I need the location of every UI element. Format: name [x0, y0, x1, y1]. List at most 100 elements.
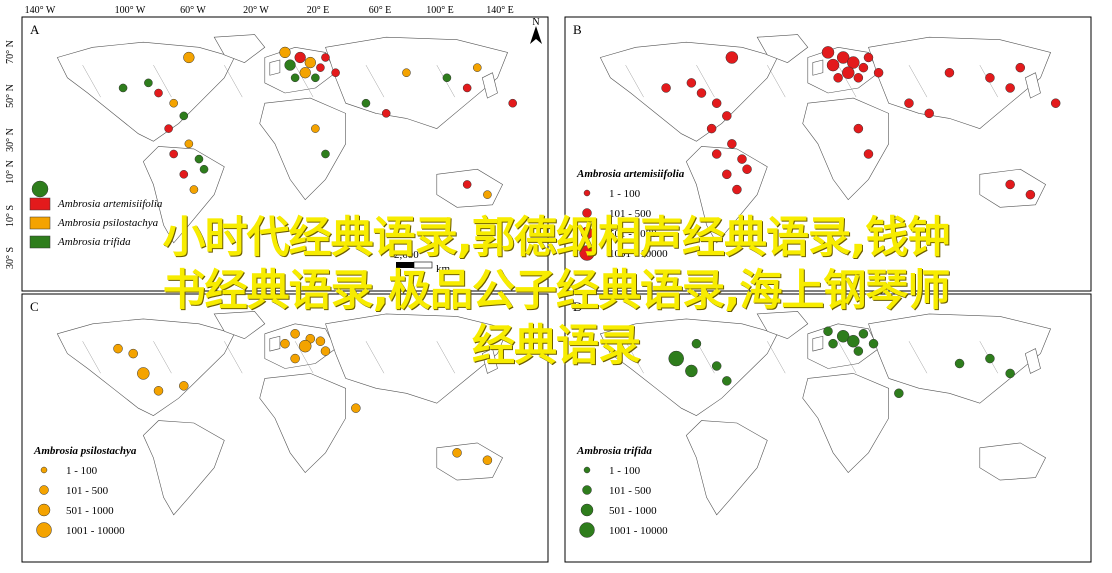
- occurrence-point: [706, 123, 717, 134]
- occurrence-point: [183, 51, 195, 64]
- country-border: [696, 65, 715, 98]
- country-border: [837, 65, 857, 98]
- longitude-label: 100° E: [426, 5, 454, 16]
- occurrence-point: [711, 149, 722, 159]
- occurrence-point: [821, 46, 835, 59]
- legend-title: Ambrosia artemisiifolia: [576, 168, 685, 180]
- occurrence-point: [873, 67, 884, 78]
- occurrence-point: [462, 83, 472, 93]
- occurrence-point: [311, 73, 320, 83]
- country-border: [224, 341, 243, 374]
- legend-class-label: 501 - 1000: [609, 505, 657, 517]
- occurrence-point: [836, 51, 850, 64]
- landmass-africa: [802, 97, 890, 201]
- country-border: [625, 341, 644, 374]
- legend-symbol: [583, 466, 591, 474]
- country-border: [294, 341, 314, 374]
- occurrence-point: [331, 68, 340, 78]
- occurrence-point: [462, 180, 472, 189]
- legend-symbol: [39, 485, 49, 495]
- landmass-asia: [868, 313, 1052, 404]
- occurrence-point: [179, 111, 189, 121]
- occurrence-point: [985, 73, 995, 83]
- occurrence-point: [1025, 189, 1036, 200]
- landmass-greenland: [756, 34, 809, 63]
- legend-class-label: 501 - 1000: [609, 228, 657, 240]
- legend-symbol: [582, 485, 592, 495]
- occurrence-point: [847, 334, 860, 348]
- longitude-label: 60° W: [180, 5, 206, 16]
- occurrence-point: [304, 56, 316, 69]
- landmass-asia: [325, 313, 509, 404]
- occurrence-point: [685, 364, 698, 378]
- occurrence-point: [321, 149, 330, 159]
- latitude-label: 10° S: [5, 205, 16, 227]
- occurrence-point: [179, 381, 189, 391]
- occurrence-point: [1050, 98, 1061, 108]
- country-border: [365, 341, 385, 374]
- landmass-africa: [802, 373, 890, 474]
- country-border: [365, 65, 385, 98]
- longitude-label: 20° E: [307, 5, 330, 16]
- map-panel-c: C Ambrosia psilostachya 1 - 100 101 - 500 50…: [21, 293, 549, 563]
- occurrence-point: [194, 154, 204, 164]
- country-border: [767, 341, 786, 374]
- landmass-northAmerica: [56, 318, 235, 416]
- legend-symbol: [37, 503, 51, 517]
- occurrence-point: [858, 62, 869, 73]
- country-border: [436, 341, 455, 374]
- occurrence-point: [351, 403, 361, 413]
- north-arrow: N: [530, 17, 542, 44]
- legend-symbol: [580, 226, 594, 240]
- occurrence-point: [954, 358, 965, 369]
- panel-label-d: D: [573, 299, 582, 314]
- occurrence-point: [508, 98, 518, 108]
- occurrence-point: [985, 353, 995, 364]
- landmass-japan: [1024, 348, 1041, 374]
- species-swatch: [29, 216, 51, 230]
- country-border: [82, 65, 101, 98]
- occurrence-point: [826, 58, 840, 72]
- occurrence-point: [711, 361, 722, 371]
- legend-class-label: 1 - 100: [609, 188, 641, 200]
- landmass-japan: [481, 348, 498, 374]
- landmass-northAmerica: [56, 41, 235, 142]
- occurrence-point: [686, 78, 697, 88]
- occurrence-point: [847, 56, 860, 69]
- occurrence-point: [321, 53, 330, 62]
- landmass-uk: [812, 59, 824, 76]
- occurrence-point: [668, 350, 684, 367]
- longitude-label: 140° W: [25, 5, 56, 16]
- occurrence-point: [944, 67, 955, 78]
- occurrence-point: [361, 98, 371, 108]
- occurrence-point: [472, 63, 482, 72]
- occurrence-point: [169, 98, 178, 108]
- occurrence-point: [179, 170, 189, 179]
- occurrence-point: [742, 164, 752, 174]
- legend-class-label: 1001 - 10000: [609, 525, 668, 537]
- legend-symbol: [583, 189, 591, 197]
- occurrence-point: [1005, 368, 1015, 379]
- occurrence-point: [184, 139, 194, 149]
- occurrence-point: [169, 149, 178, 159]
- occurrence-point: [299, 67, 311, 79]
- landmass-europe: [264, 46, 336, 94]
- overlay-line-2: 书经典语录,极品公子经典语录,海上钢琴师: [162, 266, 951, 316]
- occurrence-point: [311, 124, 320, 133]
- longitude-label: 60° E: [369, 5, 392, 16]
- occurrence-point: [696, 88, 707, 98]
- country-border: [908, 65, 928, 98]
- occurrence-point: [137, 367, 150, 380]
- occurrence-point: [199, 164, 209, 174]
- scale-bar: 2,600 km: [394, 249, 451, 275]
- country-border: [153, 341, 172, 374]
- country-border: [908, 341, 928, 374]
- occurrence-point: [189, 185, 199, 194]
- legend-title: Ambrosia trifida: [576, 445, 652, 457]
- occurrence-point: [863, 149, 874, 159]
- map-panel-a: A: [21, 16, 549, 292]
- occurrence-point: [315, 336, 326, 346]
- occurrence-point: [279, 46, 291, 59]
- latitude-label: 50° N: [5, 84, 16, 108]
- occurrence-point: [894, 388, 904, 399]
